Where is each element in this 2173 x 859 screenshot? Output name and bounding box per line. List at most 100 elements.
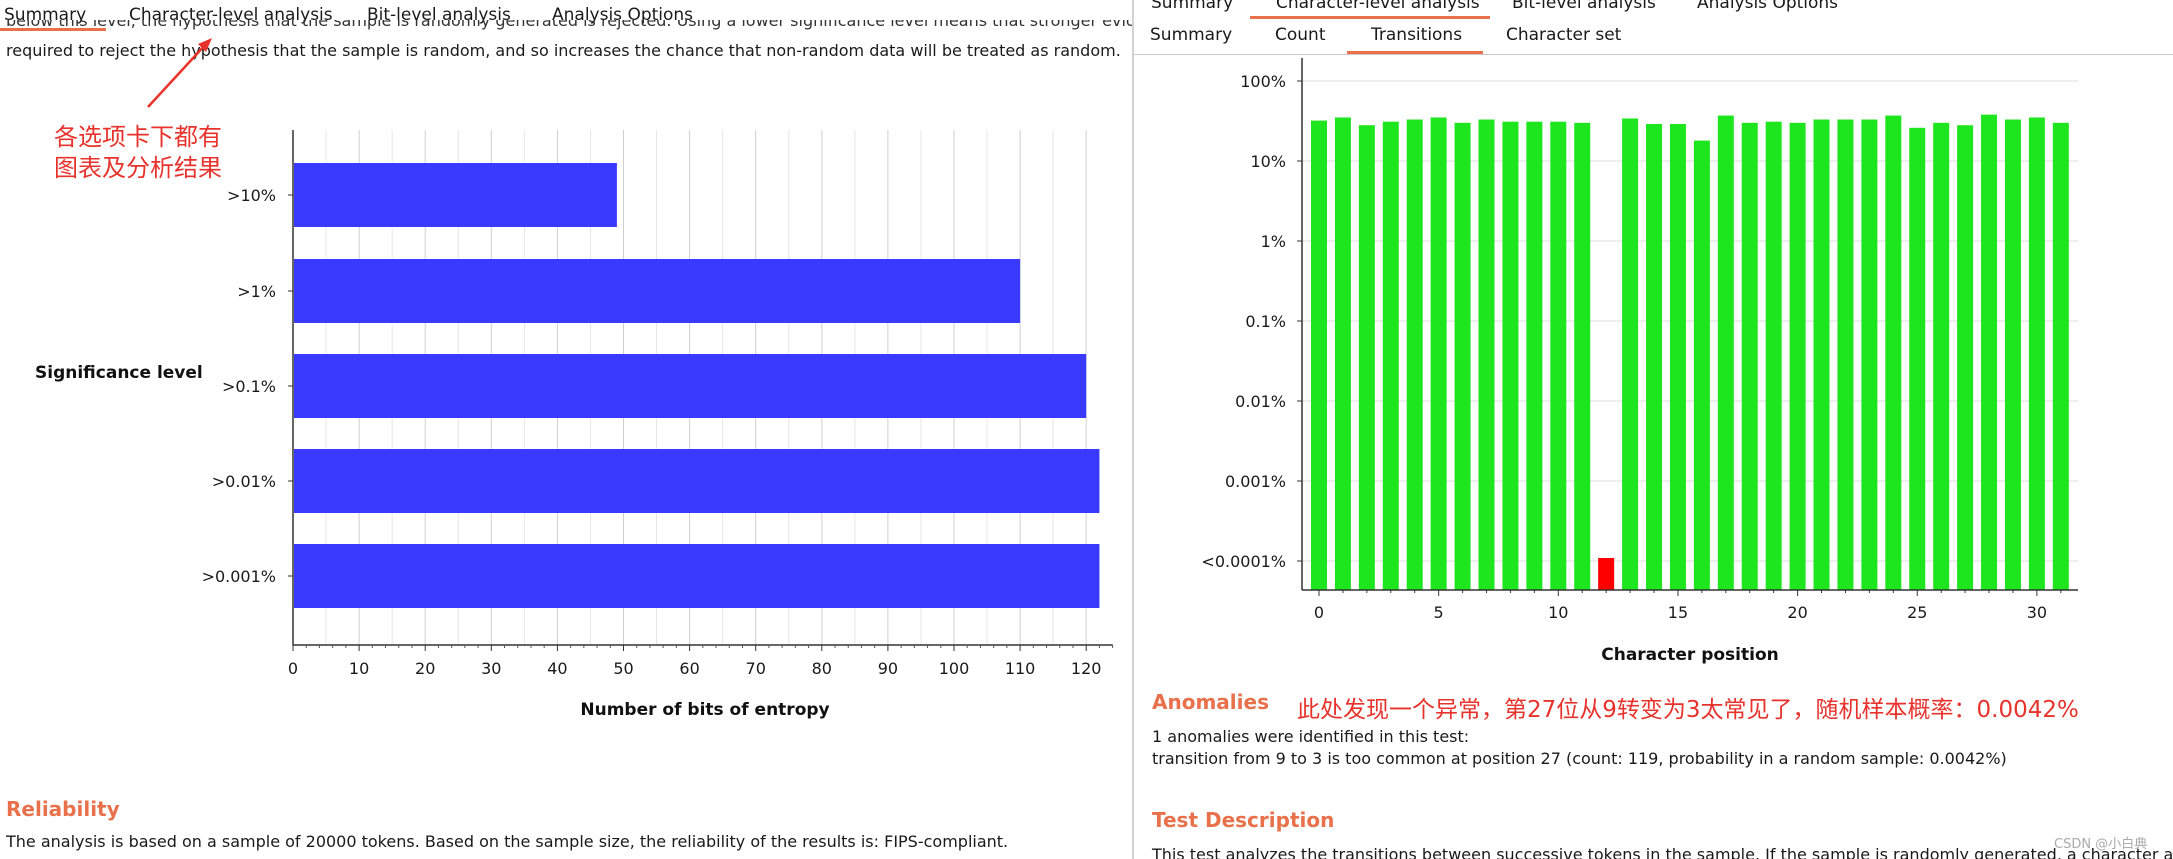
watermark: CSDN @小白典 (2054, 837, 2148, 852)
bar (1813, 119, 1830, 590)
bar (1478, 119, 1495, 590)
bar (294, 449, 1100, 513)
x-tick-label: 120 (1071, 659, 1102, 678)
x-tick-label: 30 (2027, 603, 2047, 622)
x-tick-label: 70 (746, 659, 766, 678)
bar (1861, 119, 1878, 590)
x-tick-label: 10 (349, 659, 369, 678)
y-tick-label: 1% (1261, 232, 1286, 251)
tab-character-level-analysis[interactable]: Character-level analysis (129, 5, 333, 25)
x-tick-label: 90 (878, 659, 898, 678)
bar (294, 163, 617, 227)
bar (1885, 115, 1902, 591)
anomalies-title: Anomalies (1152, 690, 1269, 714)
x-tick-label: 25 (1907, 603, 1927, 622)
reliability-text-clipped (6, 852, 1106, 859)
x-tick-label: 5 (1434, 603, 1444, 622)
y-tick-label: >1% (237, 282, 276, 301)
y-tick-label: >10% (227, 186, 276, 205)
anomaly-annotation: 此处发现一个异常，第27位从9转变为3太常见了，随机样本概率：0.0042% (1297, 697, 2079, 723)
x-tick-label: 100 (939, 659, 970, 678)
tab-summary[interactable]: Summary (1151, 0, 1234, 13)
bar (1622, 118, 1639, 590)
bar (294, 544, 1100, 608)
bar (294, 259, 1021, 323)
subtab-summary[interactable]: Summary (1150, 25, 1233, 45)
bar (1334, 117, 1351, 591)
x-tick-label: 20 (1787, 603, 1807, 622)
tab-bit-level-analysis[interactable]: Bit-level analysis (1512, 0, 1656, 13)
bar (1765, 121, 1782, 590)
bar (1981, 114, 1998, 590)
bar (1646, 124, 1663, 590)
bar (1693, 140, 1710, 591)
x-tick-label: 110 (1005, 659, 1036, 678)
bar (1669, 124, 1686, 590)
reliability-text: The analysis is based on a sample of 200… (6, 832, 1009, 851)
bar (1598, 558, 1615, 590)
y-tick-label: >0.1% (222, 377, 276, 396)
anomaly-detail: transition from 9 to 3 is too common at … (1152, 749, 2007, 768)
test-description-text: This test analyzes the transitions betwe… (1152, 845, 2173, 859)
bar (1574, 122, 1591, 591)
bar (1550, 121, 1567, 590)
tab-analysis-options[interactable]: Analysis Options (1697, 0, 1839, 13)
annotation-arrow (147, 43, 207, 108)
tab-summary[interactable]: Summary (4, 5, 87, 25)
bar (1526, 121, 1543, 590)
intro-text-clipped: below this level, the hypothesis that th… (6, 20, 1132, 30)
y-tick-label: 10% (1250, 152, 1286, 171)
bar (1933, 122, 1950, 591)
x-tick-label: 0 (288, 659, 298, 678)
x-tick-label: 0 (1314, 603, 1324, 622)
left-panel: Summary Character-level analysis Bit-lev… (0, 5, 1132, 859)
transitions-bar-chart: 100% 10% 1% 0.1% 0.01% 0.001% <0.0001% 0 5 10 15 20… (1201, 58, 2078, 665)
active-top-tab-indicator (1250, 16, 1490, 19)
y-tick-label: >0.01% (212, 472, 276, 491)
y-tick-label: 0.001% (1225, 472, 1286, 491)
right-panel: Summary Character-level analysis Bit-lev… (1134, 0, 2173, 859)
intro-text: required to reject the hypothesis that t… (6, 41, 1121, 60)
chart-xlabel: Character position (1601, 645, 1778, 665)
x-tick-label: 20 (415, 659, 435, 678)
x-tick-label: 10 (1548, 603, 1568, 622)
subtab-character-set[interactable]: Character set (1506, 25, 1622, 45)
bar (1957, 125, 1974, 590)
reliability-title: Reliability (6, 797, 120, 821)
chart-ylabel: Significance level (35, 363, 203, 383)
subtab-divider (1134, 54, 2173, 55)
bar (1430, 117, 1447, 591)
active-subtab-indicator (1347, 51, 1483, 54)
y-tick-label: <0.0001% (1201, 552, 1286, 571)
bar (1406, 119, 1423, 590)
y-tick-label: 0.1% (1245, 312, 1286, 331)
y-tick-label: 100% (1240, 72, 1286, 91)
bar (1502, 121, 1519, 590)
y-tick-label: 0.01% (1235, 392, 1286, 411)
chinese-annotation: 各选项卡下都有 图表及分析结果 (54, 123, 222, 182)
tab-bit-level-analysis[interactable]: Bit-level analysis (367, 5, 511, 25)
bar (1454, 122, 1471, 591)
bar (2052, 122, 2069, 591)
bar (1382, 121, 1399, 590)
pane-divider[interactable] (1132, 0, 1134, 859)
x-tick-label: 60 (679, 659, 699, 678)
active-tab-indicator (0, 28, 106, 31)
x-tick-label: 40 (547, 659, 567, 678)
x-tick-label: 80 (812, 659, 832, 678)
x-tick-label: 30 (481, 659, 501, 678)
tab-character-level-analysis[interactable]: Character-level analysis (1276, 0, 1480, 13)
bar (1717, 115, 1734, 591)
bar (294, 354, 1087, 418)
tab-analysis-options[interactable]: Analysis Options (552, 5, 694, 25)
bar (1358, 125, 1375, 590)
bar (2004, 119, 2021, 590)
bar (1789, 122, 1806, 591)
bar (1837, 119, 1854, 590)
entropy-bar-chart: >10% >1% >0.1% >0.01% >0.001% 0 10 20 30 40 50 60 70… (35, 38, 1114, 720)
bar (1909, 127, 1926, 591)
subtab-transitions[interactable]: Transitions (1371, 25, 1463, 45)
annotation-arrowhead (198, 38, 212, 52)
y-tick-label: >0.001% (202, 567, 276, 586)
subtab-count[interactable]: Count (1275, 25, 1326, 45)
